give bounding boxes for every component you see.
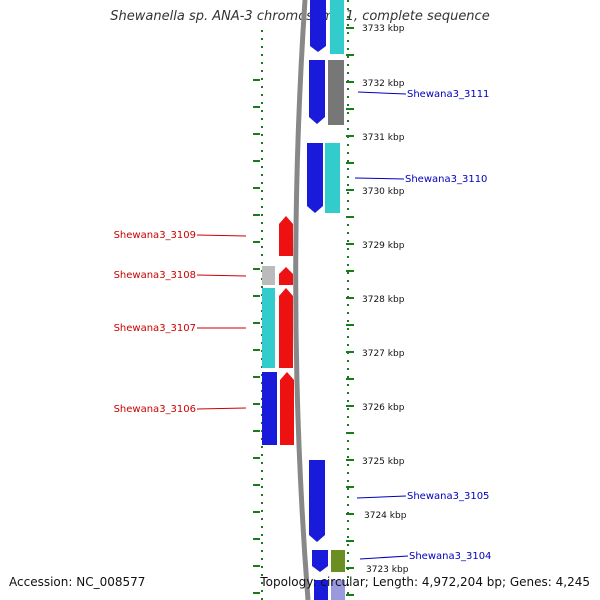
gene-label-forward[interactable]: Shewana3_3111 bbox=[407, 89, 489, 100]
scale-label: 3725 kbp bbox=[362, 457, 405, 467]
gene-gray-3111 bbox=[328, 60, 344, 125]
gene-lavender-bottom bbox=[331, 580, 345, 600]
leader-3110 bbox=[354, 177, 405, 180]
gene-blue-3111a bbox=[309, 60, 325, 124]
scale-label: 3723 kbp bbox=[366, 565, 409, 575]
gene-cyan-3107 bbox=[262, 288, 275, 368]
gene-red-3109 bbox=[279, 216, 293, 256]
leader-3104 bbox=[359, 555, 409, 560]
scale-label: 3728 kbp bbox=[362, 295, 405, 305]
forward-strand-genes bbox=[307, 0, 345, 600]
gene-red-3106 bbox=[280, 372, 294, 445]
gene-cyan-top bbox=[330, 0, 344, 54]
leader-3106 bbox=[196, 407, 247, 410]
label-leader-lines bbox=[196, 91, 409, 560]
gene-cyan-3110 bbox=[325, 143, 340, 213]
scale-label: 3731 kbp bbox=[362, 133, 405, 143]
gene-blue-3106 bbox=[262, 372, 277, 445]
gene-label-reverse[interactable]: Shewana3_3108 bbox=[114, 270, 196, 281]
scale-label: 3733 kbp bbox=[362, 24, 405, 34]
gene-blue-bottom bbox=[314, 580, 328, 600]
ruler-ticks-left bbox=[253, 79, 260, 594]
gene-blue-3110a bbox=[307, 143, 323, 213]
leader-3109 bbox=[196, 234, 247, 237]
scale-label: 3727 kbp bbox=[362, 349, 405, 359]
gene-label-reverse[interactable]: Shewana3_3107 bbox=[114, 323, 196, 334]
scale-label: 3729 kbp bbox=[362, 241, 405, 251]
map-title: Shewanella sp. ANA-3 chromosome 1, compl… bbox=[110, 9, 490, 24]
gene-red-3108 bbox=[279, 267, 293, 285]
gene-label-forward[interactable]: Shewana3_3105 bbox=[407, 491, 489, 502]
reverse-strand-genes bbox=[262, 216, 294, 445]
gene-blue-top bbox=[310, 0, 326, 52]
gene-label-reverse[interactable]: Shewana3_3109 bbox=[114, 230, 196, 241]
chromosome-backbone bbox=[293, 0, 311, 600]
topology-text: Topology: circular; Length: 4,972,204 bp… bbox=[260, 575, 590, 589]
scale-label: 3726 kbp bbox=[362, 403, 405, 413]
scale-label: 3730 kbp bbox=[362, 187, 405, 197]
scale-labels: 3733 kbp 3732 kbp 3731 kbp 3730 kbp 3729… bbox=[362, 24, 409, 575]
scale-label: 3724 kbp bbox=[364, 511, 407, 521]
gene-red-3107 bbox=[279, 288, 293, 368]
leader-3108 bbox=[196, 274, 247, 277]
gene-label-forward[interactable]: Shewana3_3104 bbox=[409, 551, 491, 562]
leader-3111 bbox=[357, 91, 407, 95]
leader-3105 bbox=[356, 495, 407, 499]
gene-blue-3104 bbox=[312, 550, 328, 572]
gene-blue-3105 bbox=[309, 460, 325, 542]
gene-olive-3104 bbox=[331, 550, 345, 572]
gene-lightgray-3108 bbox=[262, 266, 275, 285]
gene-label-forward[interactable]: Shewana3_3110 bbox=[405, 174, 487, 185]
scale-label: 3732 kbp bbox=[362, 79, 405, 89]
gene-label-reverse[interactable]: Shewana3_3106 bbox=[114, 404, 196, 415]
ruler-ticks-right bbox=[346, 27, 354, 596]
accession-text: Accession: NC_008577 bbox=[9, 575, 146, 589]
